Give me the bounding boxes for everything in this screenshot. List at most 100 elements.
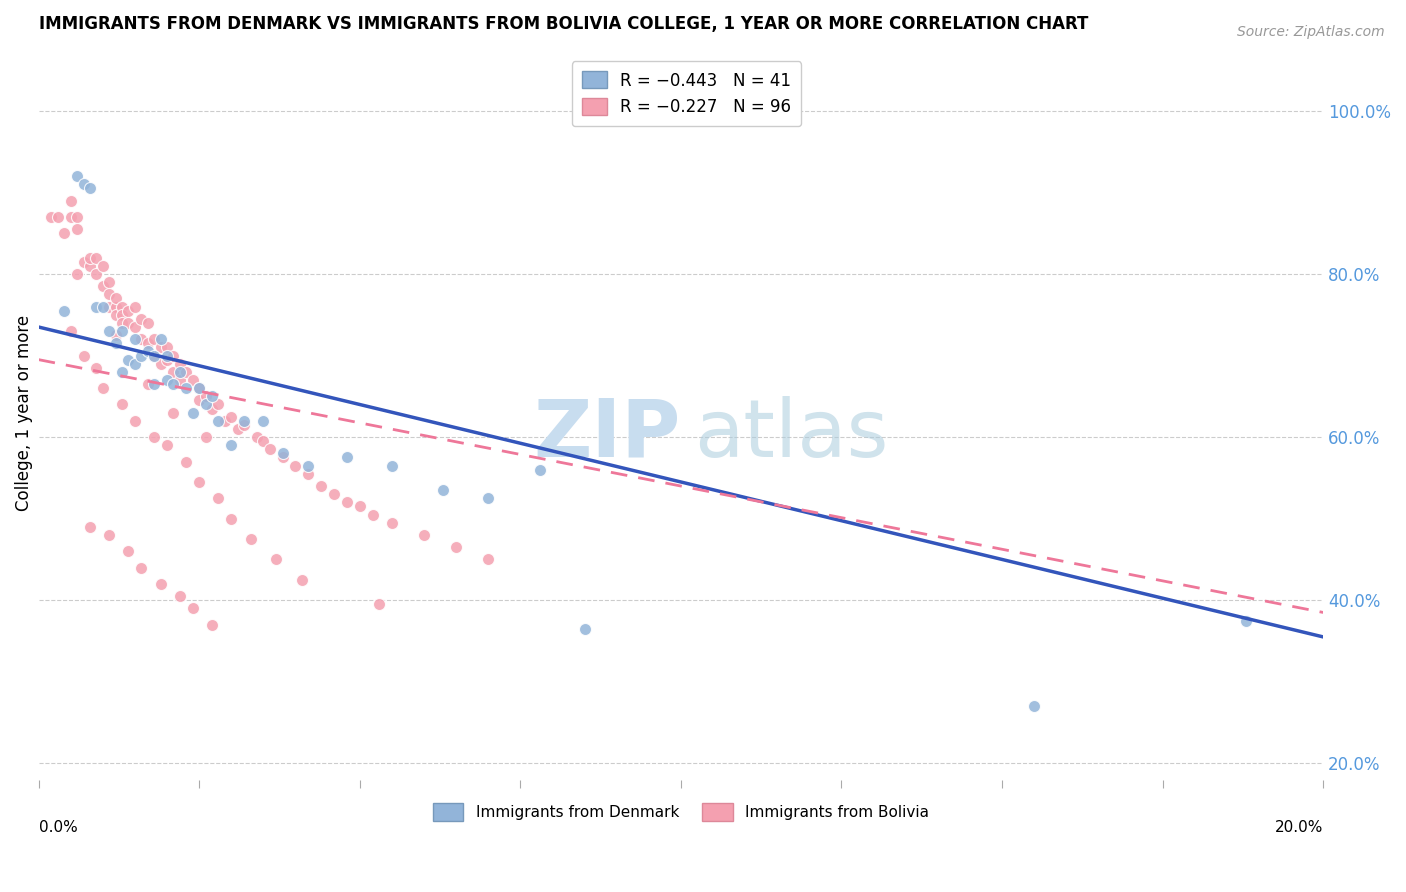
Point <box>368 597 391 611</box>
Point <box>432 483 454 497</box>
Point <box>136 336 159 351</box>
Point <box>162 365 184 379</box>
Point <box>98 324 121 338</box>
Point <box>66 222 89 236</box>
Point <box>174 454 197 468</box>
Point <box>143 332 166 346</box>
Point <box>104 328 127 343</box>
Point <box>124 300 146 314</box>
Point <box>143 349 166 363</box>
Point <box>413 528 436 542</box>
Point <box>86 300 108 314</box>
Point <box>381 516 404 530</box>
Point <box>59 194 82 208</box>
Point <box>53 226 76 240</box>
Point <box>323 487 346 501</box>
Point <box>111 308 134 322</box>
Point <box>124 332 146 346</box>
Point <box>98 287 121 301</box>
Point <box>381 458 404 473</box>
Text: 0.0%: 0.0% <box>38 820 77 835</box>
Point <box>239 532 262 546</box>
Point <box>66 210 89 224</box>
Point <box>72 349 94 363</box>
Point <box>86 251 108 265</box>
Point <box>194 389 217 403</box>
Point <box>131 349 153 363</box>
Point <box>111 316 134 330</box>
Point <box>201 617 224 632</box>
Point <box>86 267 108 281</box>
Point <box>252 434 274 449</box>
Point <box>271 450 294 465</box>
Point <box>477 491 499 506</box>
Point <box>136 316 159 330</box>
Point <box>136 344 159 359</box>
Point <box>149 357 172 371</box>
Point <box>156 373 179 387</box>
Point <box>336 450 359 465</box>
Point <box>284 458 307 473</box>
Point <box>131 311 153 326</box>
Point <box>46 210 69 224</box>
Point <box>91 279 114 293</box>
Point <box>233 417 256 432</box>
Point <box>143 349 166 363</box>
Point <box>259 442 281 457</box>
Point <box>111 365 134 379</box>
Point <box>188 475 211 489</box>
Point <box>131 332 153 346</box>
Point <box>188 393 211 408</box>
Point <box>117 352 139 367</box>
Point <box>91 381 114 395</box>
Point <box>252 414 274 428</box>
Point <box>291 573 314 587</box>
Point <box>246 430 269 444</box>
Point <box>162 349 184 363</box>
Point <box>98 275 121 289</box>
Point <box>201 401 224 416</box>
Point <box>219 438 242 452</box>
Point <box>124 414 146 428</box>
Y-axis label: College, 1 year or more: College, 1 year or more <box>15 315 32 511</box>
Point <box>264 552 287 566</box>
Point <box>104 292 127 306</box>
Point <box>79 259 101 273</box>
Point <box>194 397 217 411</box>
Point <box>349 500 371 514</box>
Point <box>117 316 139 330</box>
Point <box>1234 614 1257 628</box>
Point <box>156 349 179 363</box>
Point <box>79 520 101 534</box>
Point <box>574 622 596 636</box>
Point <box>156 340 179 354</box>
Point <box>59 210 82 224</box>
Point <box>194 430 217 444</box>
Point <box>143 430 166 444</box>
Point <box>219 409 242 424</box>
Point <box>174 381 197 395</box>
Point <box>226 422 249 436</box>
Point <box>79 181 101 195</box>
Point <box>181 373 204 387</box>
Point <box>1022 699 1045 714</box>
Point <box>156 438 179 452</box>
Text: ZIP: ZIP <box>534 396 681 474</box>
Point <box>271 446 294 460</box>
Point <box>117 303 139 318</box>
Point <box>72 178 94 192</box>
Point <box>41 210 63 224</box>
Point <box>124 357 146 371</box>
Point <box>66 169 89 183</box>
Point <box>156 352 179 367</box>
Point <box>336 495 359 509</box>
Point <box>207 491 229 506</box>
Point <box>169 373 191 387</box>
Point <box>188 381 211 395</box>
Point <box>53 303 76 318</box>
Legend: Immigrants from Denmark, Immigrants from Bolivia: Immigrants from Denmark, Immigrants from… <box>427 797 935 827</box>
Point <box>219 511 242 525</box>
Point <box>143 377 166 392</box>
Point <box>444 540 467 554</box>
Point <box>297 467 319 481</box>
